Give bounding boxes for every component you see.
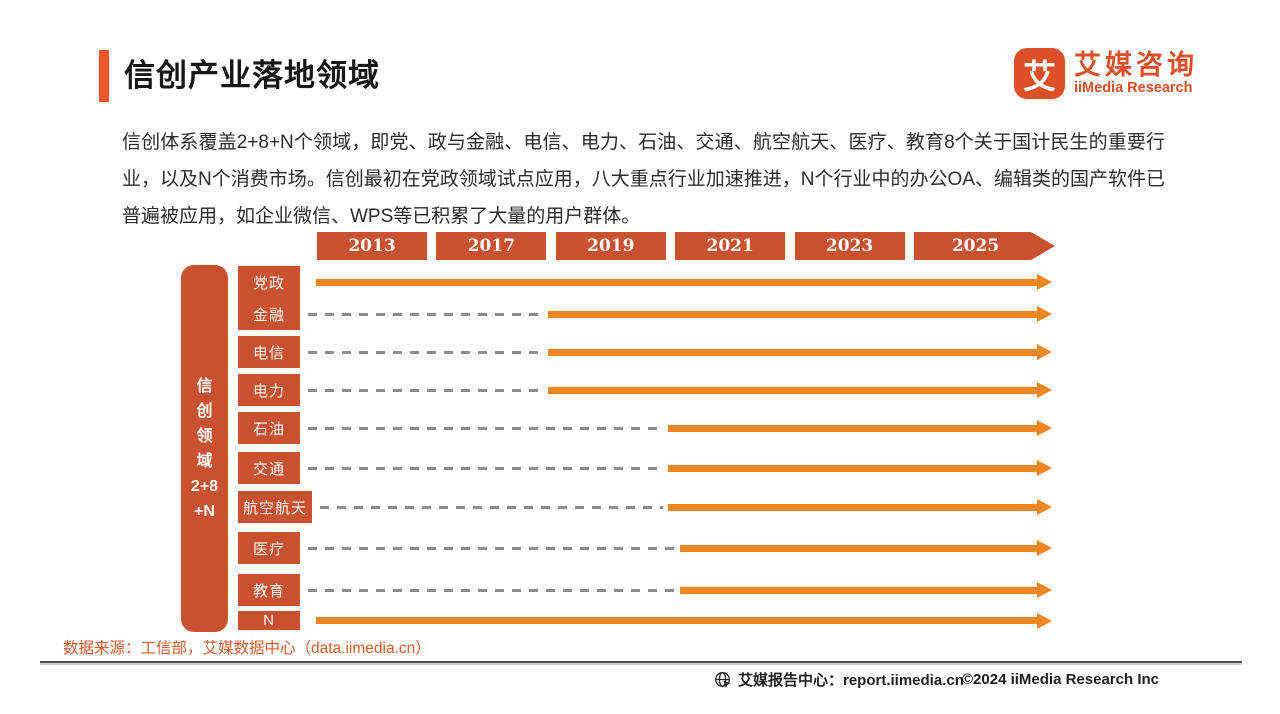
year-box: 2023 bbox=[794, 232, 905, 260]
logo-name-cn: 艾媒咨询 bbox=[1074, 50, 1198, 80]
copyright-text: ©2024 iiMedia Research Inc bbox=[962, 671, 1159, 688]
year-box: 2017 bbox=[436, 232, 547, 260]
row-label: 电力 bbox=[238, 374, 300, 406]
year-box: 2013 bbox=[317, 232, 427, 260]
row-label: 航空航天 bbox=[238, 491, 312, 523]
timeline-arrow bbox=[668, 424, 1038, 432]
year-box: 2021 bbox=[675, 232, 786, 260]
sidebar-label-line: 信 bbox=[196, 377, 213, 395]
timeline-arrow-head bbox=[1037, 612, 1052, 629]
title-accent-bar bbox=[99, 50, 109, 102]
timeline-arrow bbox=[316, 278, 1038, 286]
chart-axis-label: 信创领域 2+8 +N bbox=[181, 265, 228, 632]
timeline-arrow-head bbox=[1037, 420, 1052, 436]
timeline-dash bbox=[308, 388, 543, 392]
timeline-arrow bbox=[668, 464, 1038, 472]
row-label: 党政 bbox=[238, 266, 300, 298]
timeline-arrow-head bbox=[1037, 460, 1052, 476]
timeline-arrow-head bbox=[1037, 344, 1052, 360]
globe-icon bbox=[715, 671, 731, 688]
timeline-dash bbox=[308, 312, 543, 316]
timeline-dash bbox=[308, 546, 675, 550]
timeline-arrow bbox=[668, 503, 1038, 511]
page-title: 信创产业落地领域 bbox=[124, 58, 380, 93]
timeline-dash bbox=[308, 588, 675, 592]
timeline-arrow-head bbox=[1037, 540, 1052, 556]
footer: 艾媒报告中心：report.iimedia.cn ©2024 iiMedia R… bbox=[0, 667, 1280, 697]
timeline-arrow-head bbox=[1037, 499, 1052, 515]
timeline-arrow bbox=[548, 310, 1038, 318]
sidebar-label-line: 创 bbox=[196, 402, 213, 420]
logo-names: 艾媒咨询 iiMedia Research bbox=[1074, 50, 1198, 97]
timeline-arrow-head bbox=[1037, 582, 1052, 598]
report-center: 艾媒报告中心：report.iimedia.cn bbox=[714, 669, 964, 690]
timeline-arrow bbox=[680, 544, 1038, 552]
sidebar-label-line: 领 bbox=[196, 427, 213, 445]
sidebar-label-line: 2+8 bbox=[190, 477, 219, 495]
logo-name-en: iiMedia Research bbox=[1074, 80, 1193, 96]
timeline-arrow bbox=[548, 348, 1038, 356]
data-source: 数据来源：工信部，艾媒数据中心（data.iimedia.cn） bbox=[63, 640, 431, 657]
row-label: 电信 bbox=[238, 336, 300, 368]
timeline-arrow bbox=[316, 617, 1038, 624]
footer-divider bbox=[40, 661, 1242, 663]
intro-paragraph: 信创体系覆盖2+8+N个领域，即党、政与金融、电信、电力、石油、交通、航空航天、… bbox=[122, 132, 1165, 227]
timeline-arrow-head bbox=[1037, 274, 1052, 290]
timeline-dash bbox=[308, 426, 663, 430]
timeline-arrow bbox=[680, 586, 1038, 594]
report-center-text: 艾媒报告中心：report.iimedia.cn bbox=[738, 672, 964, 689]
timeline-arrow-head bbox=[1037, 382, 1052, 398]
row-label: 交通 bbox=[238, 452, 300, 484]
timeline-arrow-head bbox=[1037, 306, 1052, 322]
logo: 艾 艾媒咨询 iiMedia Research bbox=[1014, 48, 1198, 99]
logo-mark-icon: 艾 bbox=[1014, 48, 1065, 99]
logo-mark-char: 艾 bbox=[1023, 57, 1056, 95]
timeline-dash bbox=[320, 505, 663, 509]
timeline-dash bbox=[308, 350, 543, 354]
row-label: 石油 bbox=[238, 412, 300, 444]
row-label: N bbox=[238, 611, 300, 630]
row-label: 医疗 bbox=[238, 532, 300, 564]
timeline-arrow bbox=[548, 386, 1038, 394]
row-label: 教育 bbox=[238, 574, 300, 606]
row-label: 金融 bbox=[238, 298, 300, 330]
year-box: 2025 bbox=[914, 232, 1055, 260]
sidebar-label-line: 域 bbox=[196, 452, 213, 470]
timeline-dash bbox=[308, 466, 663, 470]
year-box: 2019 bbox=[555, 232, 666, 260]
sidebar-label-line: +N bbox=[194, 502, 215, 520]
